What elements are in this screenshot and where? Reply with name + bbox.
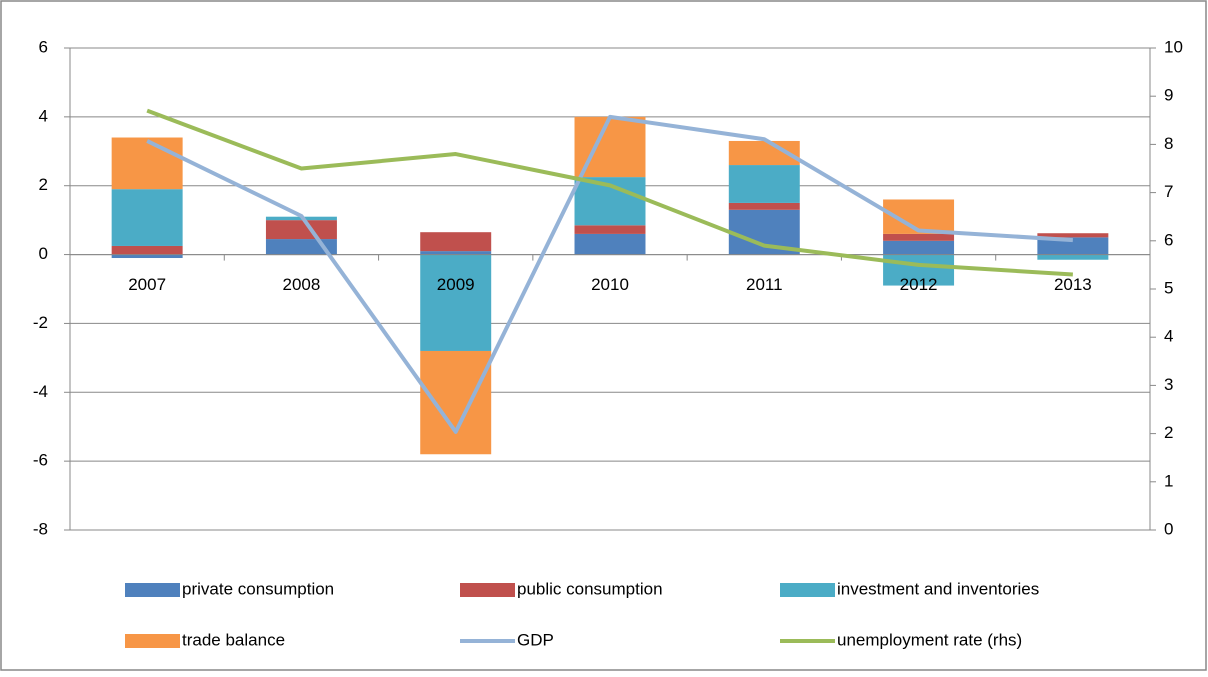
line-series (146, 114, 1073, 434)
y2-tick-label: 9 (1164, 86, 1173, 105)
y2-tick-label: 1 (1164, 471, 1173, 490)
legend-swatch (125, 634, 180, 648)
y2-tick-label: 0 (1164, 519, 1173, 538)
bar-segment (1037, 237, 1109, 255)
y2-tick-label: 8 (1164, 134, 1173, 153)
y-tick-label: 0 (39, 244, 48, 263)
bar-segment (420, 251, 492, 255)
bar-segment (574, 225, 646, 234)
x-tick-label: 2012 (900, 275, 938, 294)
y2-tick-label: 4 (1164, 327, 1173, 346)
y2-tick-label: 5 (1164, 278, 1173, 297)
bar-segment (111, 245, 183, 255)
legend-label: private consumption (182, 579, 334, 598)
y-tick-label: -2 (33, 313, 48, 332)
y-tick-label: 2 (39, 175, 48, 194)
x-tick-label: 2007 (128, 275, 166, 294)
bar-segment (728, 202, 800, 210)
x-tick-label: 2013 (1054, 275, 1092, 294)
y-tick-label: -8 (33, 519, 48, 538)
x-tick-label: 2011 (746, 275, 783, 294)
y2-tick-label: 3 (1164, 375, 1173, 394)
y2-tick-label: 7 (1164, 182, 1173, 201)
bar-segment (883, 240, 955, 255)
legend-label: investment and inventories (837, 579, 1039, 598)
y2-tick-label: 2 (1164, 423, 1173, 442)
bar-segment (883, 254, 955, 286)
bar-segment (111, 189, 183, 246)
bar-segment (883, 233, 955, 241)
bar-segment (728, 165, 800, 203)
x-tick-label: 2010 (591, 275, 629, 294)
legend-label: GDP (517, 630, 554, 649)
legend-label: trade balance (182, 630, 285, 649)
bar-segment (420, 254, 492, 351)
legend-swatch (125, 583, 180, 597)
y2-tick-label: 6 (1164, 230, 1173, 249)
bar-segment (574, 233, 646, 255)
y-tick-label: -6 (33, 451, 48, 470)
line-series (146, 108, 1073, 277)
bar-segment (1037, 254, 1109, 260)
bar-segment (1037, 233, 1109, 238)
bar-segment (420, 232, 492, 252)
legend-swatch (460, 583, 515, 597)
legend-label: unemployment rate (rhs) (837, 630, 1022, 649)
x-tick-label: 2009 (437, 275, 475, 294)
legend-label: public consumption (517, 579, 663, 598)
bar-segment (420, 350, 492, 455)
legend-swatch (780, 583, 835, 597)
y-tick-label: 6 (39, 37, 48, 56)
bar-segment (265, 220, 337, 240)
y-tick-label: -4 (33, 382, 48, 401)
bar-segment (111, 137, 183, 190)
x-tick-label: 2008 (283, 275, 321, 294)
y2-tick-label: 10 (1164, 37, 1183, 56)
bar-segment (111, 254, 183, 259)
y-tick-label: 4 (39, 106, 48, 125)
